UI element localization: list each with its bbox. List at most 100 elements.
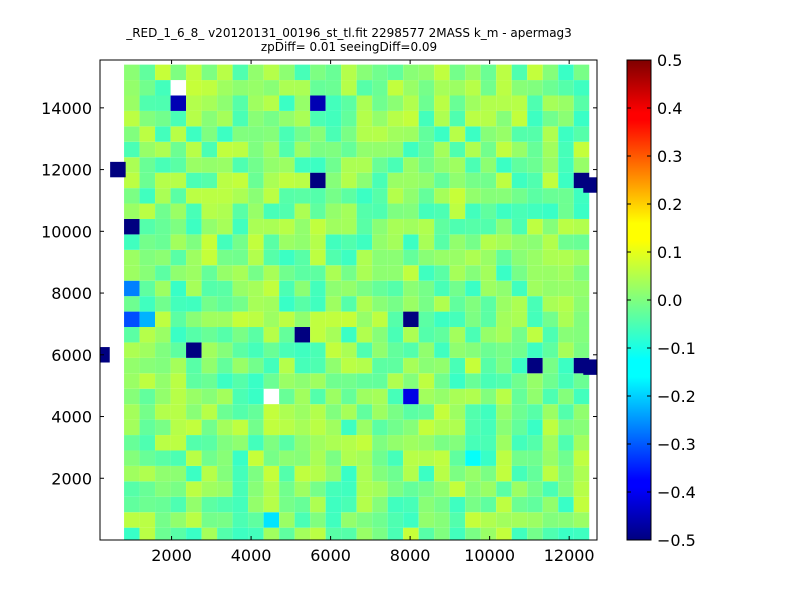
heatmap-cell [558, 95, 574, 111]
heatmap-cell [496, 234, 512, 250]
heatmap-cell [341, 404, 357, 420]
heatmap-cell [124, 188, 140, 204]
heatmap-cell [279, 527, 295, 540]
heatmap-cell [496, 249, 512, 266]
heatmap-cell [449, 188, 466, 204]
heatmap-cell [573, 249, 590, 266]
heatmap-cell [310, 265, 326, 281]
heatmap-cell [403, 373, 419, 389]
heatmap-cell [232, 234, 249, 250]
heatmap-cell [387, 126, 404, 142]
heatmap-cell [542, 342, 559, 358]
heatmap-cell [527, 527, 543, 540]
heatmap-cell [558, 110, 574, 127]
heatmap-cell [418, 188, 435, 204]
heatmap-cell [434, 435, 450, 451]
heatmap-cell [217, 327, 233, 343]
heatmap-cell [372, 388, 388, 405]
heatmap-cell [248, 527, 264, 540]
heatmap-cell [527, 357, 543, 374]
heatmap-cell [279, 249, 295, 266]
heatmap-cell [186, 296, 202, 312]
heatmap-cell [449, 342, 466, 358]
heatmap-cells [100, 64, 597, 540]
heatmap-cell [294, 234, 311, 250]
heatmap-cell [573, 296, 590, 312]
heatmap-cell [310, 327, 326, 343]
heatmap-cell [201, 373, 218, 389]
heatmap-cell [186, 141, 202, 158]
heatmap-cell [558, 481, 574, 497]
heatmap-cell [170, 234, 187, 250]
heatmap-cell [279, 296, 295, 312]
heatmap-cell [434, 172, 450, 189]
heatmap-cell [325, 465, 342, 482]
heatmap-cell [248, 95, 264, 111]
heatmap-cell [434, 249, 450, 266]
heatmap-cell [511, 327, 528, 343]
heatmap-cell [170, 357, 187, 374]
heatmap-cell [279, 357, 295, 374]
heatmap-cell [356, 357, 373, 374]
heatmap-cell [418, 527, 435, 540]
heatmap-cell [170, 110, 187, 127]
heatmap-cell [217, 296, 233, 312]
heatmap-cell [403, 95, 419, 111]
heatmap-cell [418, 203, 435, 219]
heatmap-cell [418, 357, 435, 374]
heatmap-cell [496, 527, 512, 540]
heatmap-cell [124, 157, 140, 173]
heatmap-cell [248, 64, 264, 81]
heatmap-cell [341, 512, 357, 528]
heatmap-cell [217, 481, 233, 497]
heatmap-cell [279, 404, 295, 420]
heatmap-cell [341, 172, 357, 189]
heatmap-cell [232, 481, 249, 497]
heatmap-cell [248, 388, 264, 405]
heatmap-cell [496, 203, 512, 219]
heatmap-cell [511, 357, 528, 374]
heatmap-cell [170, 249, 187, 266]
heatmap-cell [387, 404, 404, 420]
heatmap-cell [325, 110, 342, 127]
heatmap-cell [558, 234, 574, 250]
heatmap-cell [527, 157, 543, 173]
heatmap-cell [263, 280, 280, 297]
heatmap-cell [434, 481, 450, 497]
heatmap-cell [372, 95, 388, 111]
heatmap-cell [511, 64, 528, 81]
heatmap-cell [480, 280, 497, 297]
heatmap-cell [480, 265, 497, 281]
heatmap-cell [248, 218, 264, 235]
heatmap-cell [480, 527, 497, 540]
heatmap-cell [263, 296, 280, 312]
heatmap-cell [217, 342, 233, 358]
heatmap-cell [403, 80, 419, 96]
heatmap-cell [217, 496, 233, 513]
heatmap-cell [434, 203, 450, 219]
heatmap-cell [310, 249, 326, 266]
heatmap-cell [186, 172, 202, 189]
heatmap-cell [496, 496, 512, 513]
heatmap-cell [310, 218, 326, 235]
heatmap-cell [356, 172, 373, 189]
heatmap-cell [325, 373, 342, 389]
heatmap-cell [232, 157, 249, 173]
heatmap-cell [511, 265, 528, 281]
colorbar-tick-label: −0.4 [657, 483, 696, 502]
heatmap-cell [139, 404, 156, 420]
heatmap-cell [325, 157, 342, 173]
heatmap-cell [449, 110, 466, 127]
heatmap-cell [449, 64, 466, 81]
heatmap-cell [527, 404, 543, 420]
heatmap-cell [558, 203, 574, 219]
heatmap-cell [496, 388, 512, 405]
heatmap-cell [248, 481, 264, 497]
heatmap-cell [325, 527, 342, 540]
heatmap-cell [418, 342, 435, 358]
heatmap-cell [139, 481, 156, 497]
heatmap-cell [294, 327, 311, 343]
heatmap-cell [387, 311, 404, 328]
heatmap-cell [263, 342, 280, 358]
heatmap-cell [496, 404, 512, 420]
